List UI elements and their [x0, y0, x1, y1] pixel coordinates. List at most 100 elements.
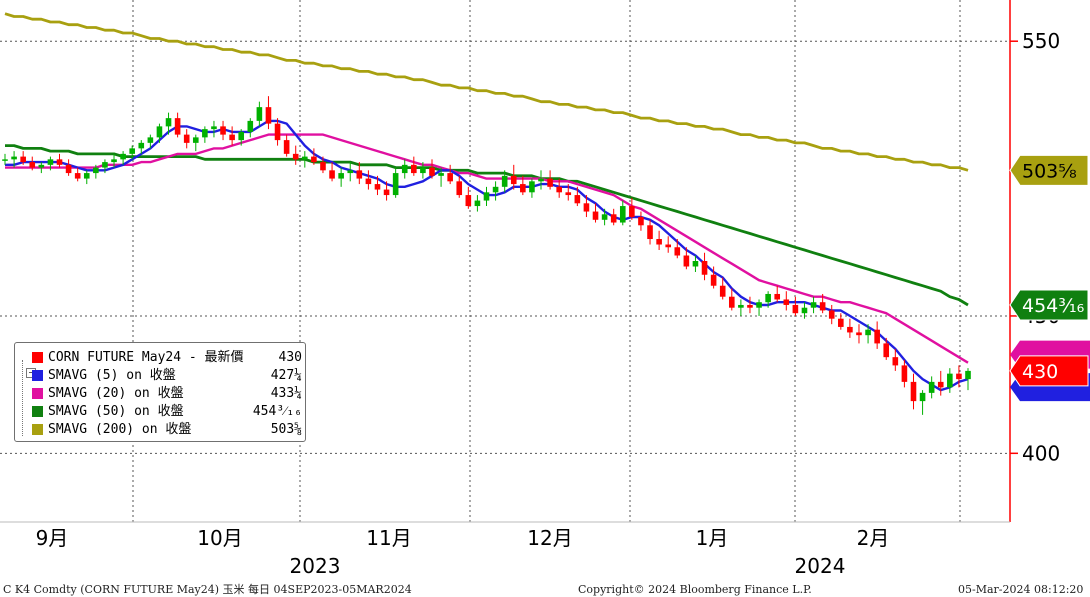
candle-body — [747, 304, 753, 308]
x-tick-label: 2月 — [857, 526, 890, 550]
candle-body — [928, 381, 935, 393]
candle-body — [47, 159, 54, 165]
candle-body — [529, 181, 535, 193]
candle-body — [719, 285, 726, 297]
candle-body — [29, 162, 36, 168]
legend: − CORN FUTURE May24 - 最新價 430 SMAVG (5) … — [14, 342, 306, 442]
candle — [29, 156, 36, 171]
candle — [665, 236, 671, 253]
candle-body — [320, 162, 326, 171]
candle — [810, 296, 817, 314]
candle-body — [247, 120, 254, 132]
candle — [919, 390, 926, 415]
candle — [38, 162, 45, 174]
legend-label: SMAVG (20) on 收盤 — [48, 386, 184, 401]
candle — [20, 151, 26, 165]
candle — [174, 112, 181, 138]
candle — [156, 123, 163, 143]
candle-body — [220, 126, 226, 135]
candle-body — [102, 162, 108, 168]
candle-body — [810, 302, 817, 308]
candle-body — [138, 142, 145, 149]
candle — [392, 167, 399, 198]
candle-body — [956, 373, 962, 380]
candle-body — [865, 329, 871, 336]
candle — [165, 112, 172, 135]
candle-body — [256, 107, 263, 121]
candle-body — [647, 225, 653, 240]
candle-body — [347, 170, 354, 174]
candle-body — [910, 381, 917, 402]
candle — [474, 195, 481, 212]
candle — [274, 118, 281, 146]
value-tags: 503⅝ 454³⁄₁₆ 430 — [1009, 154, 1090, 402]
candle — [910, 373, 917, 410]
legend-label: CORN FUTURE May24 - 最新價 — [48, 350, 244, 365]
chart-grid — [0, 0, 1010, 522]
candle-body — [338, 173, 344, 179]
legend-value: 430 — [278, 350, 302, 365]
candle-body — [774, 293, 781, 300]
candle — [65, 159, 72, 176]
candle — [556, 178, 562, 198]
candle-body — [183, 134, 190, 143]
x-axis: 9月 10月 11月 12月 1月 2月 2023 2024 — [0, 521, 1010, 578]
candle — [111, 153, 117, 168]
candle — [937, 370, 944, 396]
x-tick-label: 1月 — [696, 526, 729, 550]
footer-copyright: Copyright© 2024 Bloomberg Finance L.P. — [578, 583, 812, 596]
candle-body — [592, 211, 599, 220]
candle-body — [538, 178, 544, 182]
value-tag-label: 454³⁄₁₆ — [1022, 295, 1084, 317]
legend-swatch-price — [32, 352, 43, 363]
legend-item-sma50: SMAVG (50) on 收盤 454³⁄₁₆ — [32, 403, 302, 420]
candle — [510, 164, 517, 190]
candle-body — [192, 137, 199, 143]
candle — [47, 156, 54, 171]
candle — [192, 134, 199, 152]
candle-body — [111, 159, 117, 163]
legend-item-price: CORN FUTURE May24 - 最新價 430 — [32, 349, 302, 366]
value-tag-sma50: 454³⁄₁₆ — [1009, 289, 1089, 321]
candle — [283, 134, 290, 157]
candles — [2, 96, 971, 415]
candle — [647, 219, 653, 245]
candle-body — [738, 304, 744, 308]
candle-body — [274, 123, 281, 141]
candle — [292, 145, 299, 165]
candle — [456, 175, 463, 198]
candle — [93, 164, 99, 179]
candle-body — [374, 184, 381, 190]
legend-label: SMAVG (200) on 收盤 — [48, 422, 192, 437]
candle — [247, 118, 254, 138]
y-tick-label: 400 — [1022, 441, 1060, 465]
value-tag-label: 503⅝ — [1022, 160, 1077, 182]
candle — [656, 230, 662, 251]
candle — [438, 167, 444, 187]
candle-body — [447, 173, 453, 182]
legend-value: 433¼ — [270, 386, 302, 401]
legend-tree: − — [22, 360, 36, 436]
candle-body — [847, 326, 853, 333]
candle — [492, 181, 499, 201]
candle-body — [901, 365, 908, 382]
candle — [74, 167, 81, 182]
candle-body — [420, 167, 426, 174]
series-line-sma50 — [5, 144, 969, 307]
candle — [83, 170, 90, 185]
candle — [674, 239, 681, 259]
value-tag-sma200: 503⅝ — [1009, 154, 1089, 186]
candle-body — [11, 156, 17, 160]
candle — [619, 200, 626, 226]
candle-body — [856, 332, 862, 336]
legend-swatch-sma50 — [32, 406, 43, 417]
legend-value: 427¼ — [270, 368, 302, 383]
candle-body — [683, 255, 690, 267]
candle — [692, 255, 699, 272]
candle-body — [556, 186, 562, 193]
candle-body — [283, 140, 290, 154]
candle-body — [801, 307, 808, 314]
candle-body — [20, 156, 26, 163]
candle — [374, 175, 381, 196]
candle — [828, 304, 835, 325]
